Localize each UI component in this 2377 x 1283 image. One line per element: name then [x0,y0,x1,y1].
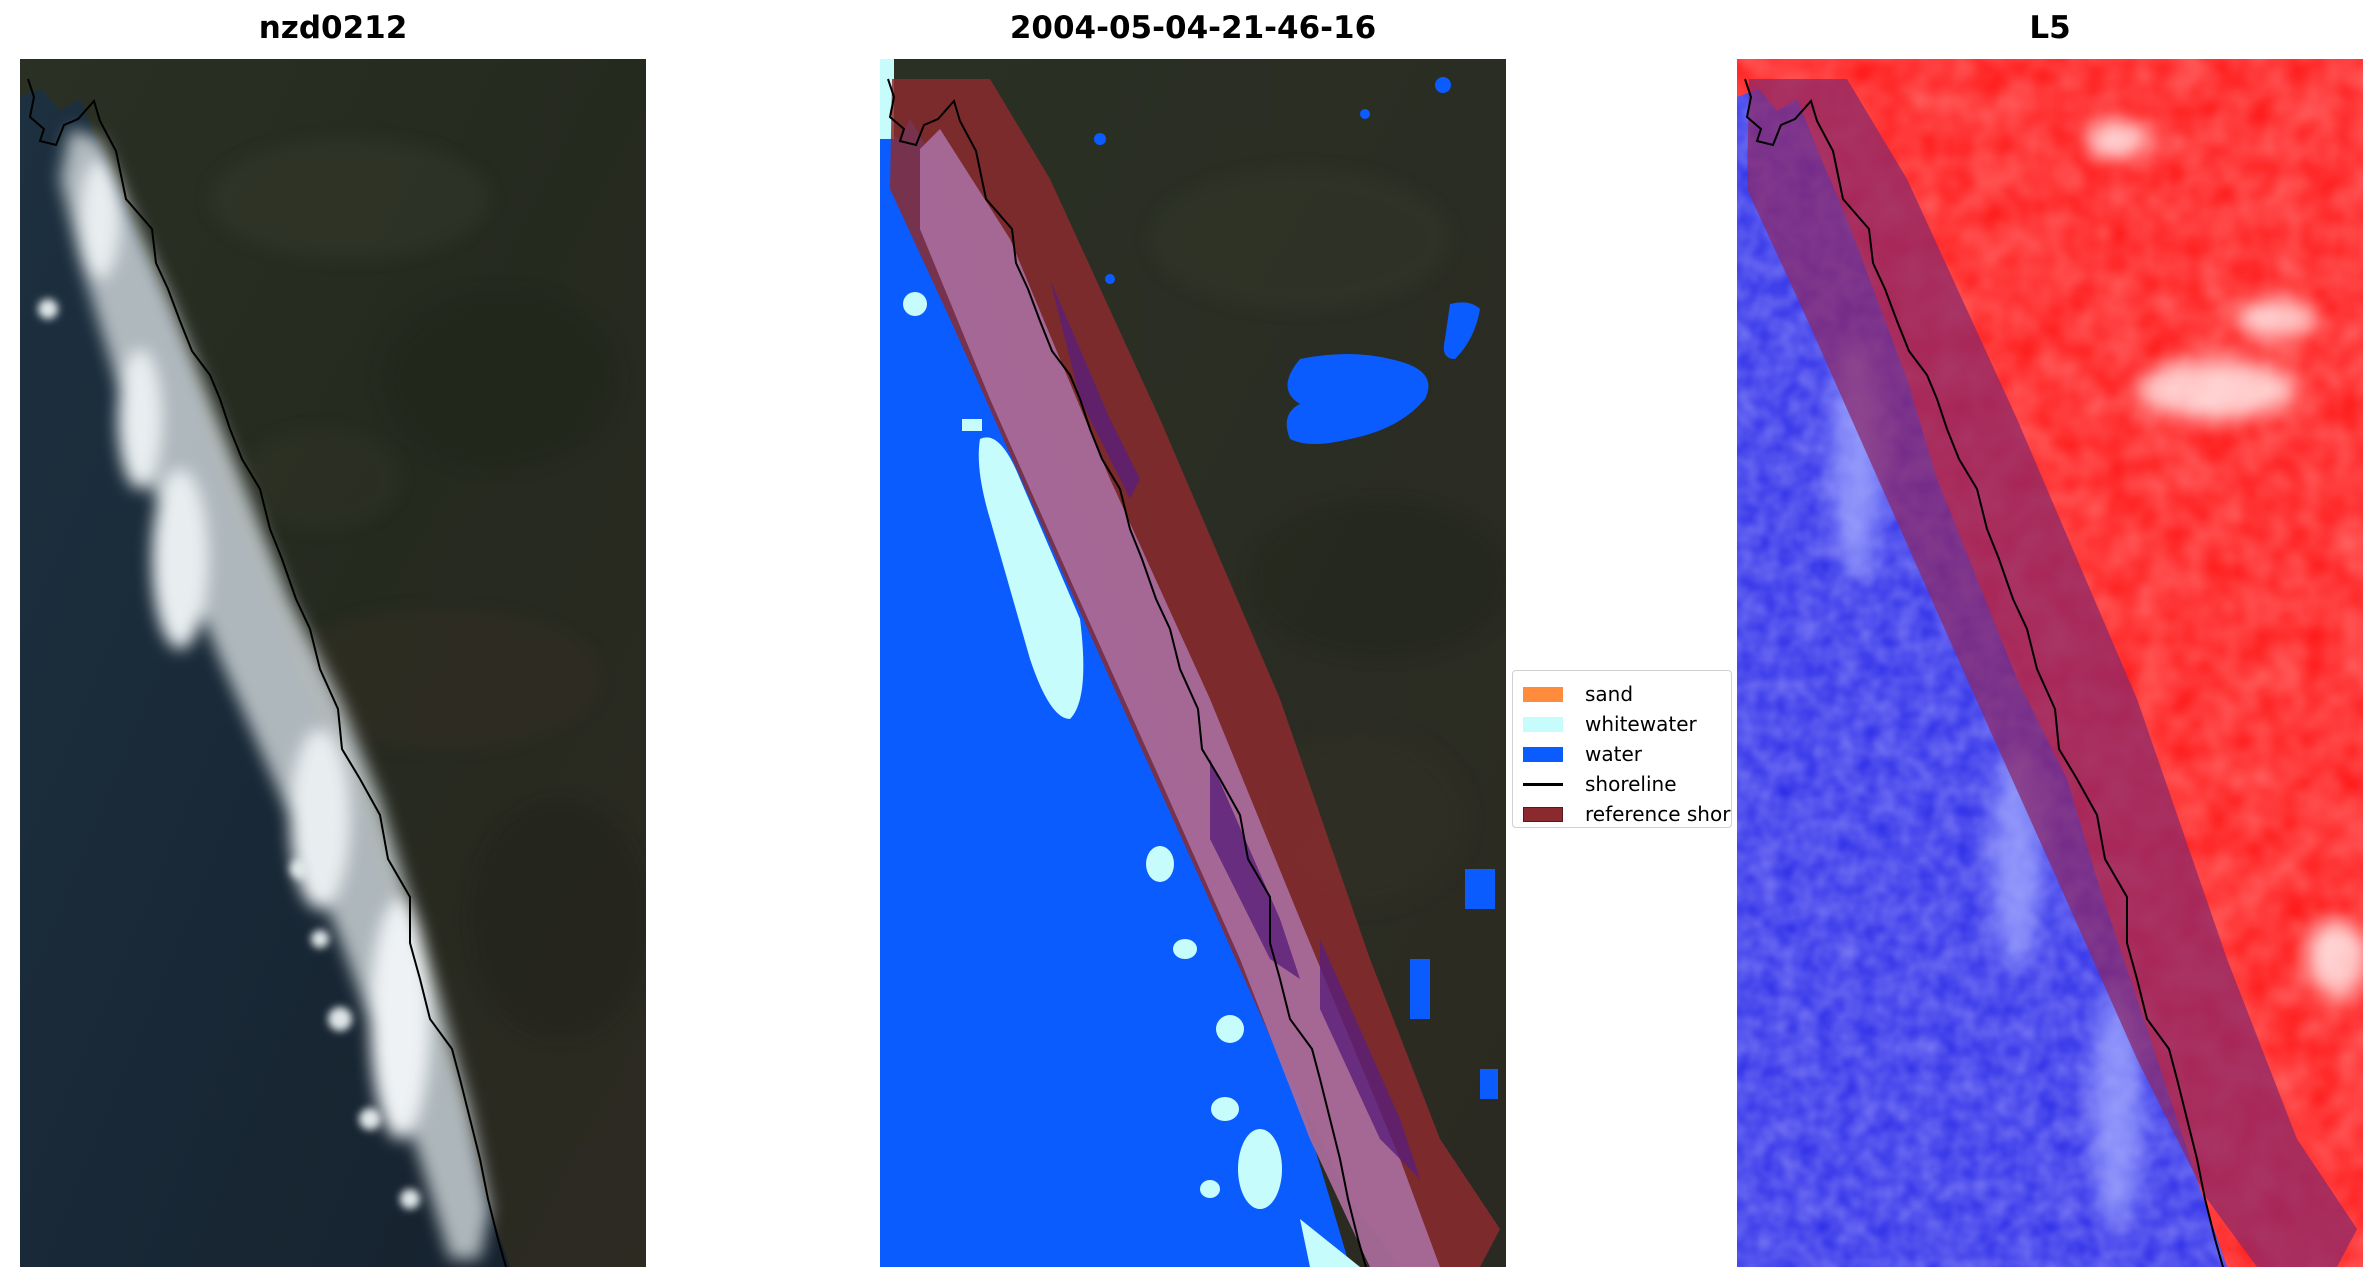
index-image-panel [1737,59,2363,1267]
rgb-image-panel [20,59,646,1267]
classification-panel [880,59,1506,1267]
legend-label-water: water [1585,742,1642,766]
panel-title-classification: 2004-05-04-21-46-16 [1009,10,1377,46]
classification-map [880,59,1506,1267]
legend-item-whitewater: whitewater [1523,709,1731,739]
legend-swatch-shoreline [1523,782,1563,786]
panel-title-index: L5 [2029,10,2071,46]
index-image [1737,59,2363,1267]
rgb-image [20,59,646,1267]
legend-item-water: water [1523,739,1731,769]
legend-label-whitewater: whitewater [1585,712,1697,736]
legend-swatch-sand [1523,686,1563,702]
legend: sand whitewater water shoreline referenc… [1512,670,1732,828]
panel-title-rgb: nzd0212 [258,10,408,46]
legend-swatch-water [1523,746,1563,762]
legend-label-sand: sand [1585,682,1634,706]
legend-label-reference-shoreline: reference shoreline buffer [1585,802,1731,826]
legend-swatch-reference-shoreline [1523,806,1563,822]
legend-item-shoreline: shoreline [1523,769,1731,799]
legend-item-reference-shoreline: reference shoreline buffer [1523,799,1731,827]
legend-swatch-whitewater [1523,716,1563,732]
legend-label-shoreline: shoreline [1585,772,1677,796]
legend-item-sand: sand [1523,679,1731,709]
